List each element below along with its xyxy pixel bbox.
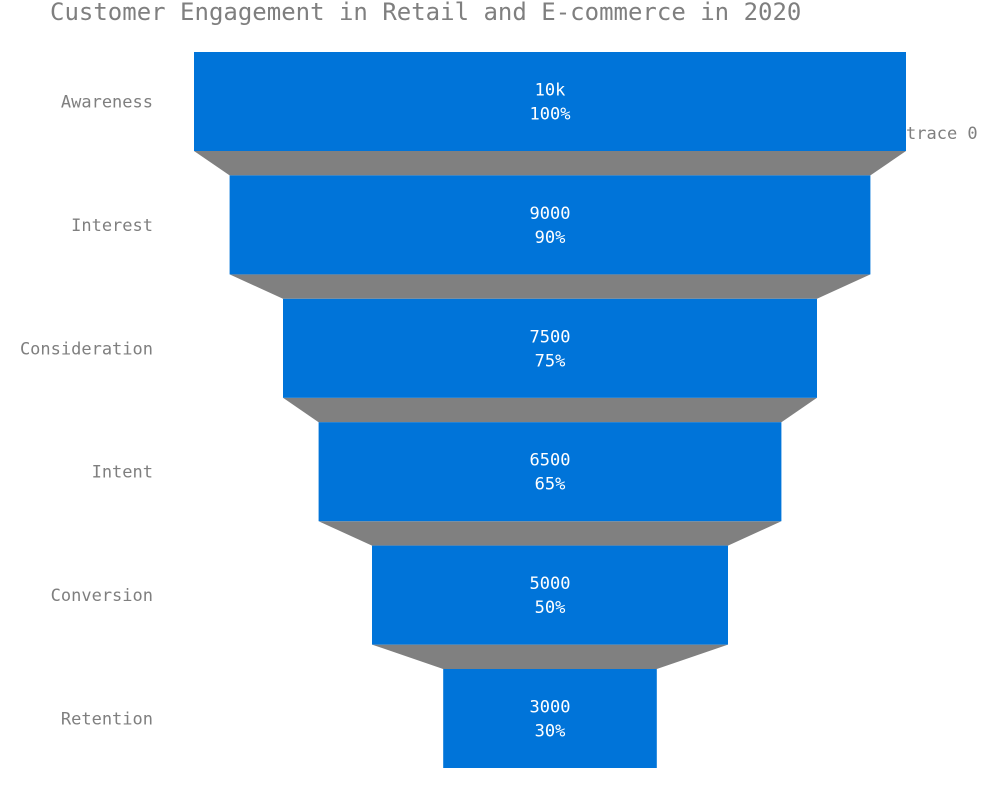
percent-label-5: 30%: [535, 722, 566, 742]
category-labels: Awareness Interest Consideration Intent Conv…: [20, 93, 153, 730]
funnel-bar-interest: [229, 175, 871, 275]
funnel-bars: 10k 100% 9000 90% 7500 75% 6500 65% 5000 50% 3000 3…: [194, 52, 906, 768]
percent-label-3: 65%: [535, 475, 566, 495]
category-label-consideration: Consideration: [20, 339, 153, 359]
percent-label-1: 90%: [535, 228, 566, 248]
percent-label-0: 100%: [530, 105, 571, 125]
value-label-2: 7500: [530, 327, 571, 347]
value-label-5: 3000: [530, 698, 571, 718]
value-label-4: 5000: [530, 574, 571, 594]
value-label-0: 10k: [535, 81, 566, 101]
funnel-bar-consideration: [283, 298, 817, 398]
chart-title: Customer Engagement in Retail and E-comm…: [50, 0, 801, 26]
category-label-interest: Interest: [71, 216, 153, 236]
category-label-retention: Retention: [61, 710, 153, 730]
legend-entry-trace-0: trace 0: [906, 124, 978, 144]
connectors: [194, 151, 906, 669]
value-label-3: 6500: [530, 451, 571, 471]
value-label-1: 9000: [530, 204, 571, 224]
funnel-bar-retention: [443, 669, 657, 768]
connector-2: [283, 397, 817, 423]
connector-3: [318, 521, 782, 546]
funnel-bar-awareness: [194, 52, 906, 151]
connector-0: [194, 151, 906, 176]
category-label-conversion: Conversion: [51, 586, 153, 606]
connector-4: [372, 644, 728, 669]
percent-label-4: 50%: [535, 598, 566, 618]
funnel-bar-conversion: [372, 545, 728, 645]
category-label-awareness: Awareness: [61, 93, 153, 113]
funnel-bar-intent: [318, 422, 782, 522]
connector-1: [229, 274, 871, 299]
category-label-intent: Intent: [92, 463, 153, 483]
percent-label-2: 75%: [535, 351, 566, 371]
